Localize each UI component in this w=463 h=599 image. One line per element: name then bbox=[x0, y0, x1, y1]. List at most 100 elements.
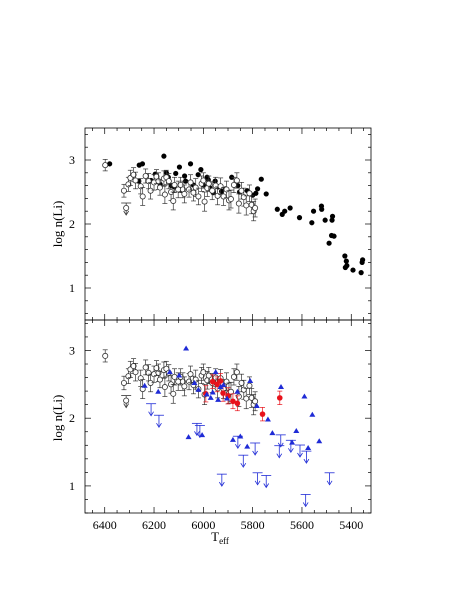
top-point-filled bbox=[263, 191, 269, 197]
top-point-filled bbox=[253, 190, 259, 196]
bottom-point-blue-limit bbox=[250, 442, 261, 456]
top-point-filled bbox=[198, 167, 204, 173]
bottom-point-triangle bbox=[209, 389, 216, 395]
top-point-open bbox=[243, 202, 250, 209]
bottom-panel-frame bbox=[84, 319, 372, 514]
bottom-y-tick-label: 3 bbox=[69, 343, 75, 357]
bottom-point-red bbox=[234, 400, 241, 407]
bottom-point-red bbox=[276, 395, 283, 401]
bottom-point-open bbox=[223, 378, 230, 385]
top-point-open bbox=[132, 177, 139, 184]
top-point-filled bbox=[309, 220, 315, 226]
bottom-point-red bbox=[259, 411, 266, 417]
bottom-point-red bbox=[230, 398, 236, 405]
bottom-point-open bbox=[156, 376, 163, 383]
x-axis-label-subscript: eff bbox=[219, 536, 229, 546]
top-panel-frame bbox=[84, 127, 372, 321]
top-point-filled bbox=[254, 186, 261, 192]
top-point-open bbox=[235, 200, 242, 207]
bottom-point-triangle bbox=[185, 434, 192, 440]
top-point-open bbox=[246, 190, 253, 197]
top-point-filled bbox=[350, 267, 356, 273]
bottom-point-blue-limit bbox=[324, 472, 335, 486]
top-point-filled bbox=[358, 270, 364, 276]
top-point-open bbox=[227, 196, 234, 203]
bottom-y-tick-label: 1 bbox=[69, 479, 75, 493]
bottom-point-open bbox=[200, 369, 207, 376]
top-point-filled bbox=[329, 213, 336, 219]
bottom-point-triangle bbox=[301, 393, 308, 399]
x-tick-label: 5800 bbox=[241, 518, 265, 532]
top-point-filled bbox=[182, 178, 189, 184]
top-point-filled bbox=[258, 176, 264, 182]
top-point-open bbox=[195, 193, 202, 200]
top-point-open bbox=[205, 180, 212, 187]
bottom-point-blue-limit-arrowhead bbox=[297, 452, 303, 458]
bottom-point-blue-limit bbox=[232, 435, 243, 449]
bottom-point-triangle bbox=[212, 369, 219, 375]
bottom-point-blue-limit bbox=[194, 424, 205, 439]
bottom-point-triangle bbox=[316, 438, 323, 444]
bottom-y-axis-label: log n(Li) bbox=[50, 395, 65, 442]
bottom-point-triangle bbox=[176, 372, 183, 378]
top-point-open-limit-arrowhead bbox=[123, 210, 130, 216]
bottom-point-triangle bbox=[244, 443, 251, 449]
bottom-point-blue-limit bbox=[301, 450, 312, 464]
top-panel-marks bbox=[102, 153, 366, 276]
bottom-point-triangle bbox=[203, 391, 210, 397]
top-point-filled bbox=[331, 233, 337, 239]
top-point-open bbox=[190, 189, 197, 196]
top-point-open bbox=[230, 181, 237, 188]
x-tick-label: 5400 bbox=[339, 518, 363, 532]
top-point-filled bbox=[319, 206, 325, 212]
bottom-point-blue-limit-arrowhead bbox=[252, 450, 258, 456]
top-point-filled bbox=[329, 217, 335, 223]
bottom-point-blue-limit-arrowhead bbox=[277, 442, 284, 448]
top-point-open bbox=[192, 184, 199, 191]
x-tick-label: 6400 bbox=[93, 518, 117, 532]
bottom-point-open bbox=[246, 382, 253, 389]
bottom-point-blue-limit-arrowhead bbox=[302, 502, 309, 508]
bottom-point-triangle bbox=[293, 428, 300, 434]
bottom-point-triangle bbox=[195, 386, 202, 392]
bottom-point-triangle bbox=[278, 384, 285, 390]
top-point-open bbox=[102, 162, 109, 169]
top-point-filled bbox=[139, 161, 146, 167]
bottom-point-open bbox=[102, 352, 109, 359]
top-panel-axes: 1 2 3 bbox=[69, 128, 371, 320]
bottom-point-red bbox=[209, 378, 216, 385]
bottom-point-blue-limit-arrowhead bbox=[276, 453, 283, 459]
bottom-panel: 6400 6200 6000 5800 5600 5400 1 2 3 log n(Li) Te… bbox=[50, 319, 372, 546]
top-point-filled bbox=[161, 153, 167, 159]
bottom-point-triangle bbox=[207, 394, 214, 400]
bottom-point-open bbox=[240, 386, 247, 393]
bottom-point-blue-limit-arrowhead bbox=[303, 458, 310, 464]
bottom-point-open bbox=[187, 371, 194, 378]
bottom-point-open bbox=[252, 398, 259, 405]
top-y-axis-label: log n(Li) bbox=[50, 201, 65, 248]
top-point-filled bbox=[107, 161, 113, 167]
top-point-filled bbox=[173, 170, 179, 177]
bottom-point-triangle bbox=[224, 395, 231, 401]
bottom-point-blue-limit-arrowhead bbox=[326, 480, 333, 486]
bottom-y-tick-label: 2 bbox=[69, 411, 75, 425]
bottom-point-open bbox=[120, 379, 127, 386]
bottom-point-red bbox=[220, 390, 226, 396]
bottom-panel-axes: 6400 6200 6000 5800 5600 5400 1 2 3 bbox=[69, 320, 371, 532]
x-tick-label: 6200 bbox=[142, 518, 166, 532]
top-point-filled bbox=[282, 208, 288, 214]
bottom-point-triangle bbox=[247, 377, 254, 383]
bottom-point-blue-limit-arrowhead bbox=[240, 462, 247, 468]
top-point-filled bbox=[274, 206, 280, 212]
bottom-point-open bbox=[170, 390, 177, 397]
bottom-point-triangle bbox=[183, 345, 190, 351]
bottom-point-open bbox=[171, 373, 178, 380]
top-point-open bbox=[200, 177, 207, 184]
bottom-point-blue-limit bbox=[285, 439, 296, 454]
top-point-filled bbox=[344, 263, 350, 269]
bottom-point-blue-limit-arrowhead bbox=[194, 431, 200, 437]
bottom-point-blue-limit bbox=[216, 473, 227, 487]
bottom-point-blue-limit bbox=[274, 445, 285, 459]
top-point-open bbox=[142, 172, 149, 179]
